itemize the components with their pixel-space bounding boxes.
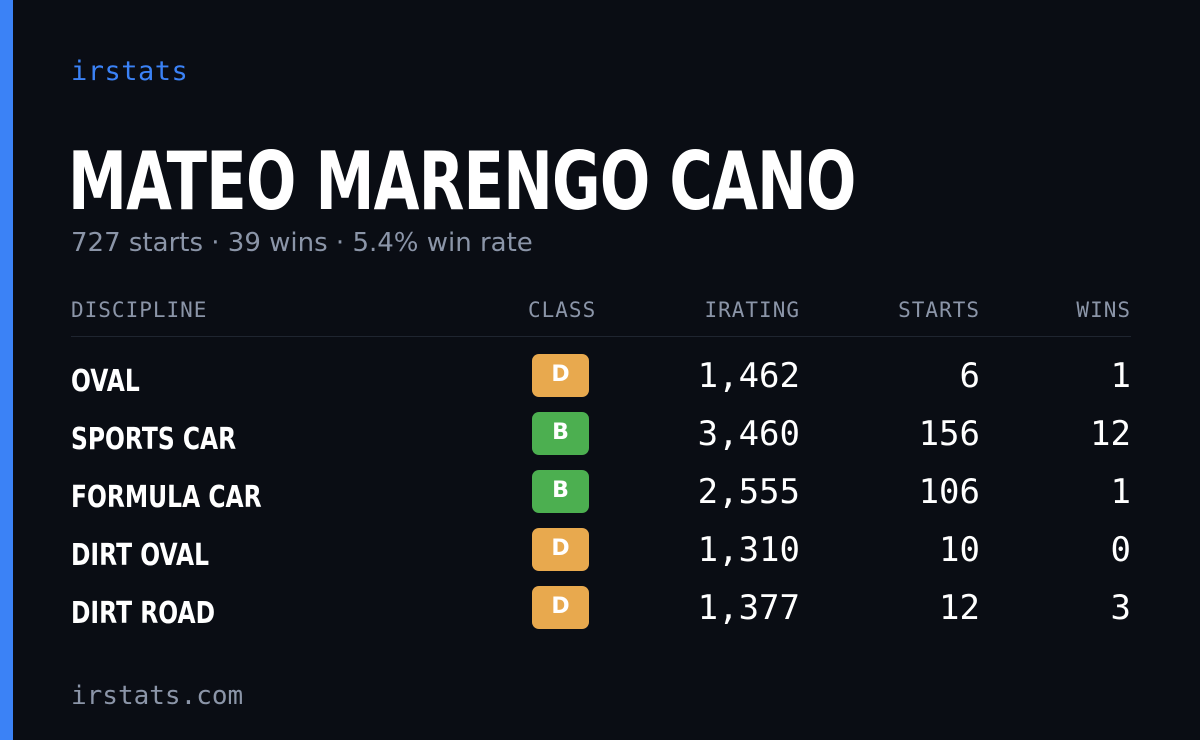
header-divider bbox=[71, 336, 1131, 337]
wins-value: 0 bbox=[1110, 530, 1131, 570]
irating-value: 3,460 bbox=[697, 414, 800, 454]
driver-name: MATEO MARENGO CANO bbox=[68, 135, 856, 228]
class-badge: D bbox=[532, 528, 589, 571]
table-row: FORMULA CAR B 2,555 106 1 bbox=[71, 470, 1131, 528]
irating-value: 1,310 bbox=[697, 530, 800, 570]
wins-value: 12 bbox=[1090, 414, 1131, 454]
header-starts: STARTS bbox=[898, 298, 980, 322]
table-row: DIRT ROAD D 1,377 12 3 bbox=[71, 586, 1131, 644]
driver-summary: 727 starts · 39 wins · 5.4% win rate bbox=[71, 228, 533, 258]
table-row: OVAL D 1,462 6 1 bbox=[71, 354, 1131, 412]
footer-url: irstats.com bbox=[71, 681, 244, 711]
header-irating: IRATING bbox=[704, 298, 800, 322]
irating-value: 1,462 bbox=[697, 356, 800, 396]
discipline-name: DIRT OVAL bbox=[71, 538, 210, 573]
starts-value: 12 bbox=[939, 588, 980, 628]
table-row: DIRT OVAL D 1,310 10 0 bbox=[71, 528, 1131, 586]
starts-value: 156 bbox=[918, 414, 980, 454]
class-badge: D bbox=[532, 586, 589, 629]
wins-value: 3 bbox=[1110, 588, 1131, 628]
discipline-name: OVAL bbox=[71, 364, 140, 399]
wins-value: 1 bbox=[1110, 356, 1131, 396]
starts-value: 106 bbox=[918, 472, 980, 512]
irating-value: 2,555 bbox=[697, 472, 800, 512]
discipline-name: SPORTS CAR bbox=[71, 422, 237, 457]
header-class: CLASS bbox=[528, 298, 597, 322]
header-discipline: DISCIPLINE bbox=[71, 298, 208, 322]
wins-value: 1 bbox=[1110, 472, 1131, 512]
brand-logo: irstats bbox=[71, 56, 189, 87]
accent-bar bbox=[0, 0, 13, 740]
discipline-name: DIRT ROAD bbox=[71, 596, 216, 631]
class-badge: B bbox=[532, 470, 589, 513]
header-wins: WINS bbox=[1076, 298, 1131, 322]
discipline-name: FORMULA CAR bbox=[71, 480, 262, 515]
class-badge: D bbox=[532, 354, 589, 397]
starts-value: 6 bbox=[959, 356, 980, 396]
table-row: SPORTS CAR B 3,460 156 12 bbox=[71, 412, 1131, 470]
irating-value: 1,377 bbox=[697, 588, 800, 628]
class-badge: B bbox=[532, 412, 589, 455]
starts-value: 10 bbox=[939, 530, 980, 570]
